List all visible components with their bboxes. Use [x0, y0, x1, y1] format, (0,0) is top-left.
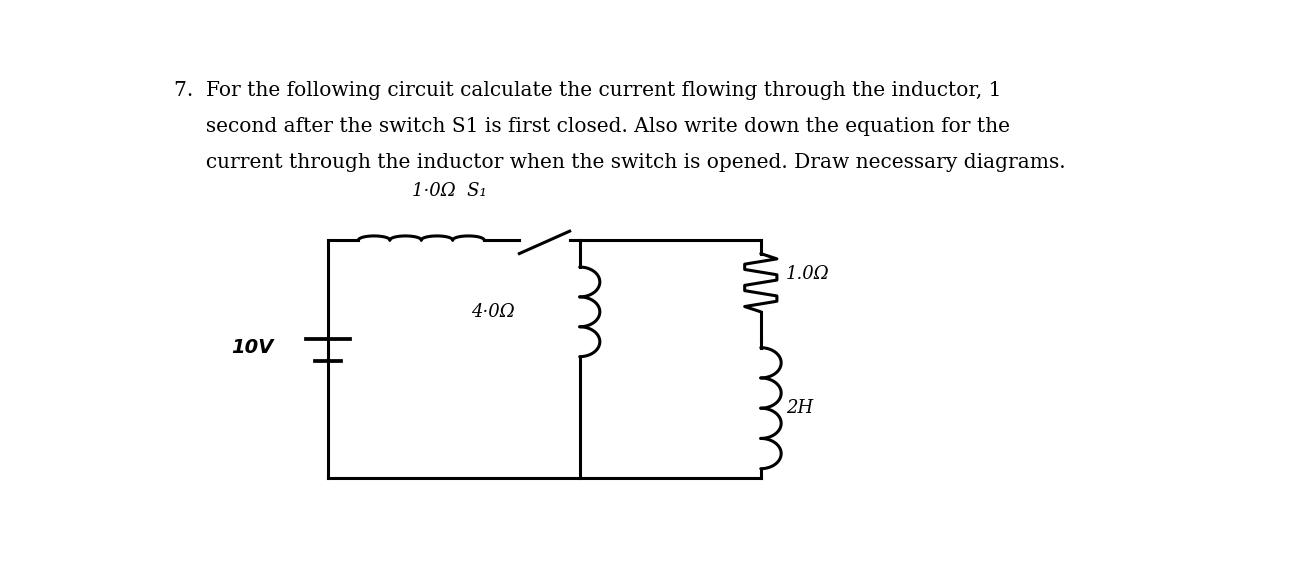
Text: second after the switch S1 is first closed. Also write down the equation for the: second after the switch S1 is first clos… — [174, 117, 1010, 136]
Text: 1·0Ω  S₁: 1·0Ω S₁ — [411, 182, 487, 200]
Text: 2H: 2H — [787, 399, 813, 417]
Text: 10V: 10V — [231, 338, 274, 357]
Text: 7.  For the following circuit calculate the current flowing through the inductor: 7. For the following circuit calculate t… — [174, 81, 1002, 100]
Text: 1.0Ω: 1.0Ω — [787, 265, 829, 283]
Text: 4·0Ω: 4·0Ω — [471, 303, 514, 321]
Text: current through the inductor when the switch is opened. Draw necessary diagrams.: current through the inductor when the sw… — [174, 152, 1066, 172]
